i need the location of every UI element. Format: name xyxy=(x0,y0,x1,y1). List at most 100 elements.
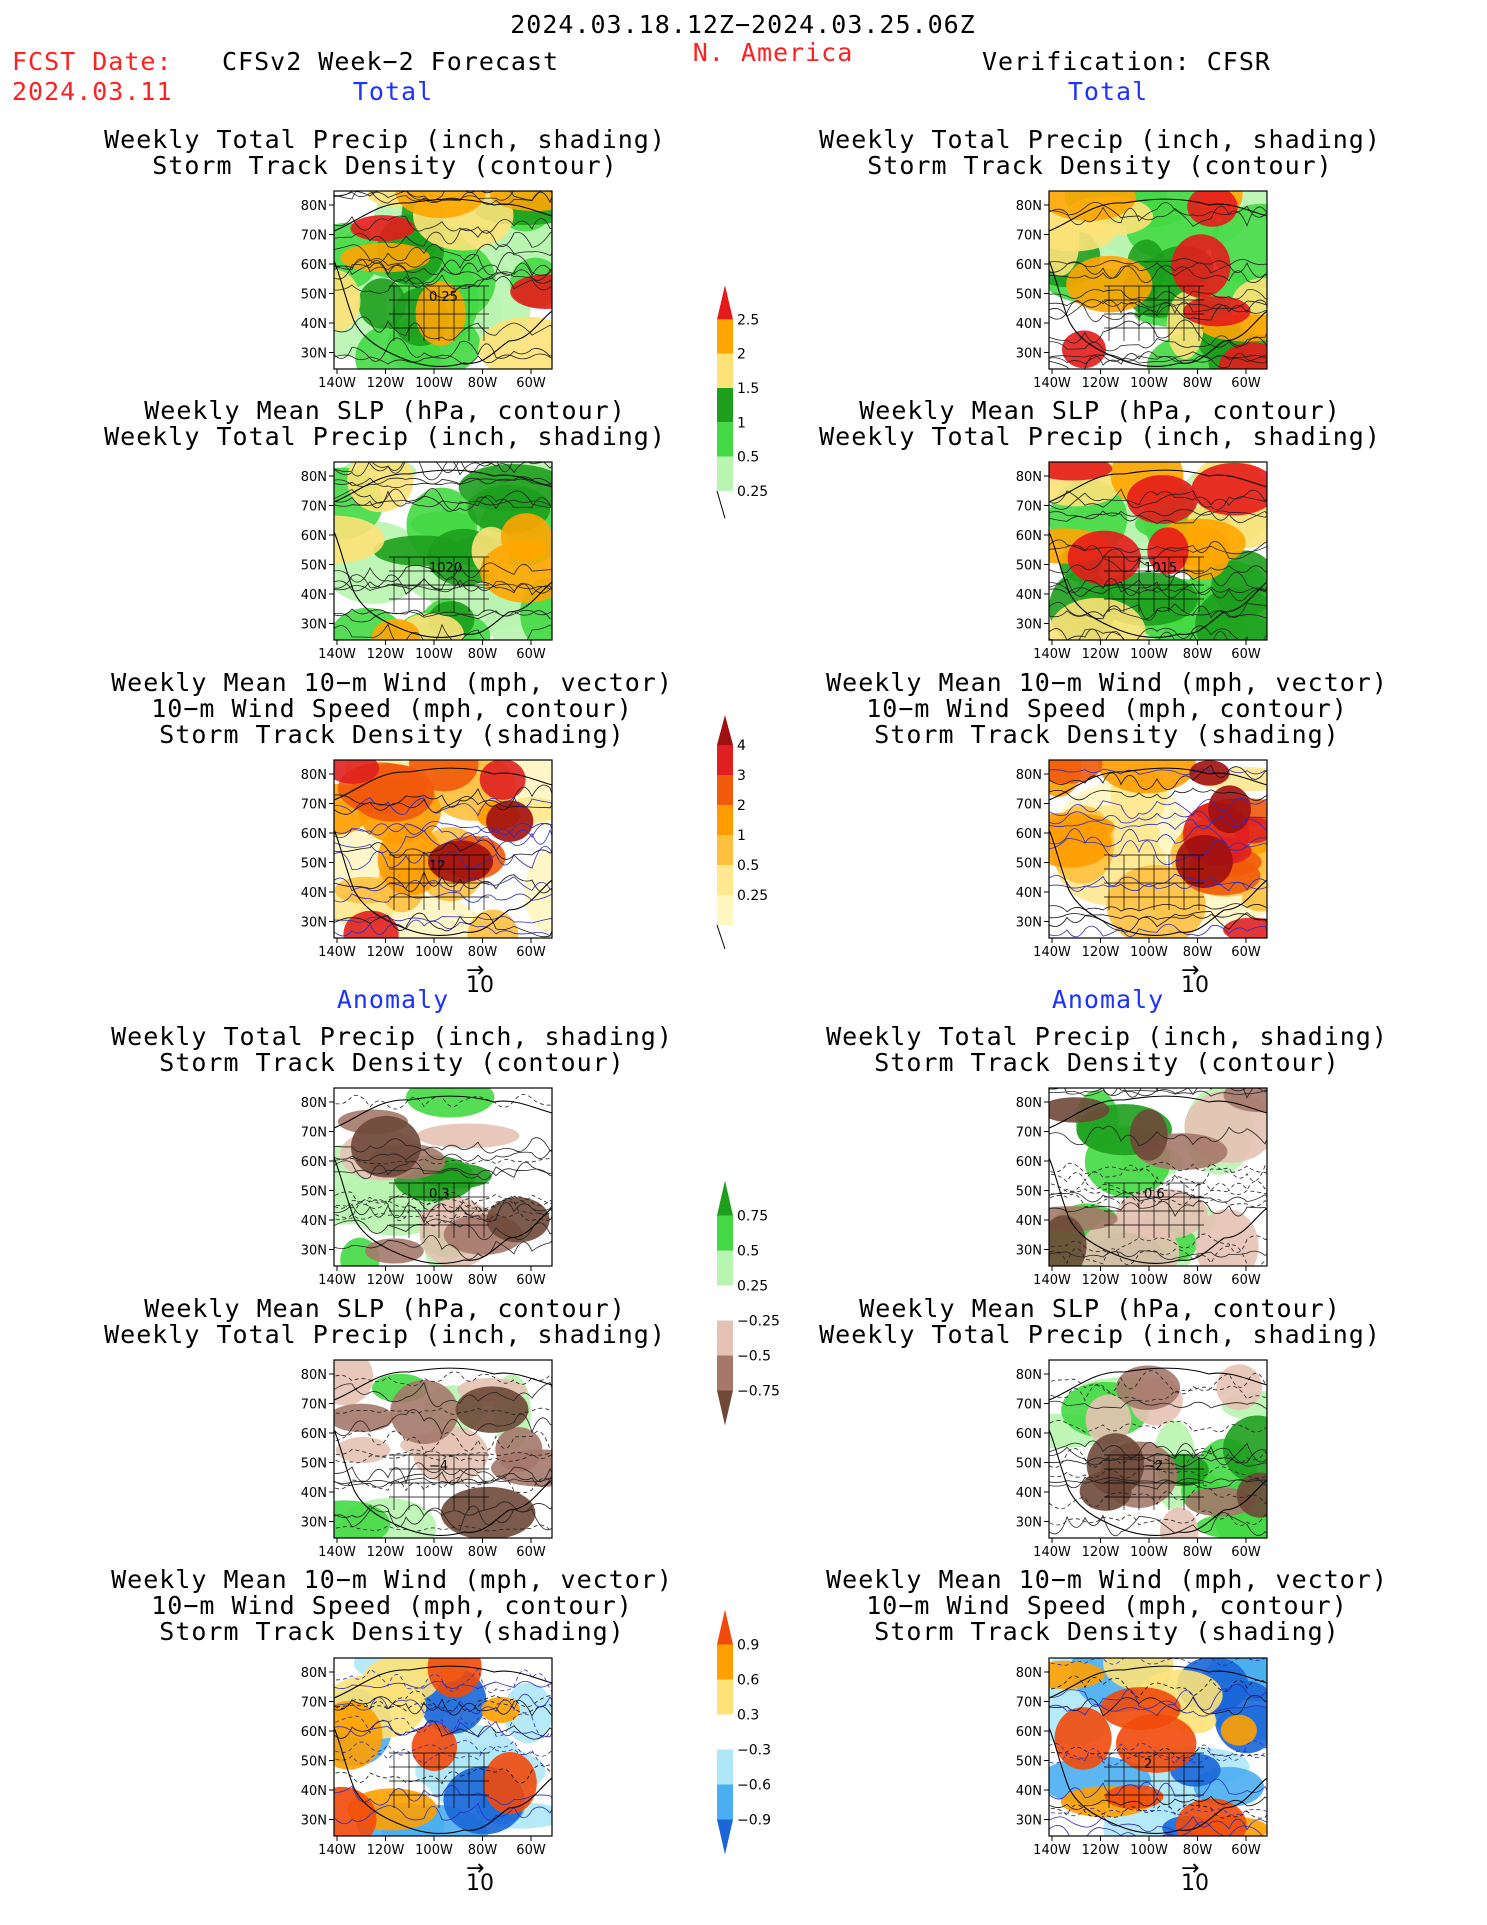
colorbar-label: 0.5 xyxy=(737,858,759,874)
colorbar-swatch xyxy=(717,353,733,388)
shading-region xyxy=(1115,1365,1181,1410)
contour-line xyxy=(334,243,552,264)
lon-tick-label: 140W xyxy=(318,376,356,391)
shading-region xyxy=(1085,1394,1132,1445)
lon-tick-label: 120W xyxy=(1082,1843,1120,1858)
contour-line xyxy=(1049,1188,1267,1197)
map-svg: 1015 80N 70N 60N 50N 40N 30N 140W 120W 100W 80W 60W xyxy=(1016,461,1268,662)
map-svg: 12 80N 70N 60N 50N 40N 30N 140W 120W 100W 80W 60W xyxy=(301,759,553,960)
shading-region xyxy=(390,1379,459,1445)
vf-anom-vector-scale: → 10 xyxy=(1181,1856,1209,1896)
colorbar-label: 0.25 xyxy=(737,888,768,904)
colorbar-label: 0.25 xyxy=(737,484,768,500)
colorbar-swatch xyxy=(717,1609,733,1645)
contour-line xyxy=(334,228,552,248)
lon-tick-label: 120W xyxy=(1082,1545,1120,1560)
colorbar-swatch xyxy=(717,715,733,745)
contour-line xyxy=(1049,606,1267,620)
contour-line xyxy=(334,191,552,206)
lon-tick-label: 60W xyxy=(1231,376,1261,391)
title-line: Storm Track Density (contour) xyxy=(874,1048,1340,1077)
title-line: 10−m Wind Speed (mph, contour) xyxy=(151,1591,633,1620)
lon-tick-label: 100W xyxy=(1130,1843,1168,1858)
contour-line xyxy=(1049,1383,1267,1402)
fc-total-wind-title: Weekly Mean 10−m Wind (mph, vector) 10−m… xyxy=(111,670,673,748)
colorbar-tail xyxy=(716,490,726,519)
contour-label: 0.6 xyxy=(1144,1187,1165,1202)
contour-label: 0.25 xyxy=(429,290,458,305)
map-svg: 2 80N 70N 60N 50N 40N 30N 140W 120W 100W 80W 60W xyxy=(1016,1657,1268,1858)
lon-tick-label: 140W xyxy=(1033,1273,1071,1288)
lon-tick-label: 120W xyxy=(367,1843,405,1858)
contour-line xyxy=(1049,1192,1267,1203)
map-svg: 80N 70N 60N 50N 40N 30N 140W 120W 100W 80W 60W xyxy=(1016,759,1268,960)
lat-tick-label: 50N xyxy=(1016,1185,1042,1200)
colorbar-label: 0.6 xyxy=(737,1673,759,1689)
map-frame xyxy=(1048,1359,1268,1539)
map-frame xyxy=(1048,759,1268,939)
contour-line xyxy=(1049,768,1267,776)
coastline xyxy=(334,469,552,639)
lat-tick-label: 60N xyxy=(1016,1725,1042,1740)
contour-line xyxy=(334,1409,552,1436)
lat-tick-label: 50N xyxy=(301,1185,327,1200)
lon-tick-label: 80W xyxy=(468,1843,498,1858)
lat-tick-label: 50N xyxy=(1016,1457,1042,1472)
contour-line xyxy=(1049,625,1267,640)
coastline xyxy=(334,1367,552,1537)
lat-tick-label: 40N xyxy=(1016,588,1042,603)
fc-anom-wind-title: Weekly Mean 10−m Wind (mph, vector) 10−m… xyxy=(111,1567,673,1645)
contour-line xyxy=(1049,825,1267,849)
fc-total-precip-title: Weekly Total Precip (inch, shading) Stor… xyxy=(104,127,666,179)
colorbar-swatch xyxy=(717,422,733,457)
contour-line xyxy=(334,823,552,842)
colorbar-label: 0.9 xyxy=(737,1638,759,1654)
contour-line xyxy=(1049,1440,1267,1466)
lat-tick-label: 30N xyxy=(1016,347,1042,362)
lon-tick-label: 100W xyxy=(415,647,453,662)
contour-line xyxy=(334,1785,552,1806)
contour-line xyxy=(334,262,552,285)
shading-region xyxy=(334,1403,394,1433)
shading-region xyxy=(334,515,385,564)
title-line: Weekly Mean 10−m Wind (mph, vector) xyxy=(826,1565,1388,1594)
contour-line xyxy=(1049,1746,1267,1759)
lon-tick-label: 140W xyxy=(318,1545,356,1560)
contour-line xyxy=(334,1137,552,1154)
lat-tick-label: 40N xyxy=(1016,317,1042,332)
shading-region xyxy=(1115,1714,1197,1773)
lat-tick-label: 40N xyxy=(301,886,327,901)
contour-line xyxy=(1049,602,1267,621)
contour-line xyxy=(334,1381,552,1408)
contour-line xyxy=(334,1501,552,1519)
contour-line xyxy=(1049,1795,1267,1810)
shading-region xyxy=(427,1658,482,1698)
lat-tick-label: 60N xyxy=(1016,1155,1042,1170)
lat-tick-label: 70N xyxy=(301,798,327,813)
lat-tick-label: 30N xyxy=(301,618,327,633)
contour-line xyxy=(1049,1750,1267,1766)
lon-tick-label: 120W xyxy=(367,945,405,960)
shading-region xyxy=(483,1752,537,1815)
lat-tick-label: 70N xyxy=(301,229,327,244)
colorbar-swatch xyxy=(717,865,733,895)
lat-tick-label: 80N xyxy=(1016,470,1042,485)
contour-line xyxy=(334,623,552,640)
shading-region xyxy=(455,1386,529,1433)
lat-tick-label: 70N xyxy=(301,1398,327,1413)
contour-line xyxy=(1049,628,1267,640)
title-line: Weekly Mean SLP (hPa, contour) xyxy=(144,1294,626,1323)
contour-line xyxy=(334,562,552,583)
contour-line xyxy=(334,1160,552,1181)
lat-tick-label: 30N xyxy=(301,1516,327,1531)
shading-region xyxy=(1208,785,1251,834)
lat-tick-label: 40N xyxy=(1016,1784,1042,1799)
contour-line xyxy=(334,870,552,894)
lat-tick-label: 70N xyxy=(301,500,327,515)
contour-line xyxy=(334,1202,552,1224)
colorbar-label: 2 xyxy=(737,798,746,814)
contour-label: 1020 xyxy=(429,561,462,576)
vector-scale-label: 10 xyxy=(1181,1871,1209,1896)
lat-tick-label: 80N xyxy=(1016,1096,1042,1111)
lat-tick-label: 40N xyxy=(301,1214,327,1229)
